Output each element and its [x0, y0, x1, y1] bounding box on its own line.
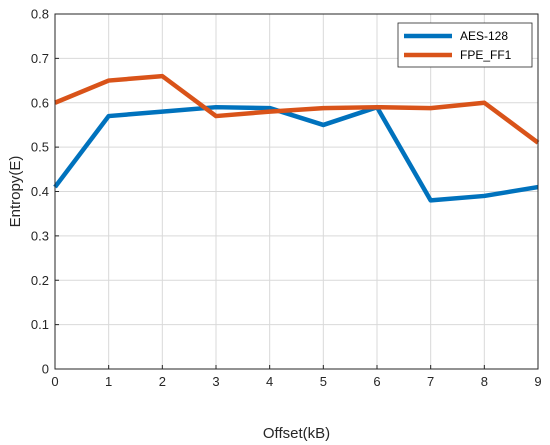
y-tick-label: 0.8 [31, 7, 49, 22]
x-tick-label: 5 [320, 374, 327, 389]
y-tick-label: 0.1 [31, 317, 49, 332]
plot-frame [54, 13, 539, 370]
legend-box [397, 22, 533, 68]
x-tick-label: 2 [159, 374, 166, 389]
x-tick-labels: 0 1 2 3 4 5 6 7 8 9 [51, 374, 541, 389]
y-tick-labels: 0 0.1 0.2 0.3 0.4 0.5 0.6 0.7 0.8 [31, 7, 49, 377]
x-tick-label: 0 [51, 374, 58, 389]
x-tick-label: 7 [427, 374, 434, 389]
y-tick-label: 0.3 [31, 228, 49, 243]
y-tick-label: 0.6 [31, 95, 49, 110]
y-tick-label: 0.4 [31, 184, 49, 199]
y-tick-label: 0.2 [31, 273, 49, 288]
x-tick-label: 9 [534, 374, 541, 389]
series-line-aes-128 [53, 104, 539, 203]
x-tick-label: 8 [481, 374, 488, 389]
y-tick-label: 0.7 [31, 51, 49, 66]
x-tick-label: 3 [212, 374, 219, 389]
series-line-fpe-ff1 [54, 73, 540, 145]
legend-label-aes-128: AES-128 [460, 29, 508, 43]
y-tick-label: 0.5 [31, 140, 49, 155]
x-tick-label: 6 [373, 374, 380, 389]
y-axis-title: Entropy(E) [7, 156, 24, 228]
x-axis-title: Offset(kB) [263, 425, 330, 442]
y-tick-label: 0 [42, 362, 49, 377]
x-tick-label: 4 [266, 374, 273, 389]
x-tick-label: 1 [105, 374, 112, 389]
legend: AES-128 FPE_FF1 [397, 22, 533, 68]
legend-label-fpe-ff1: FPE_FF1 [460, 48, 512, 62]
